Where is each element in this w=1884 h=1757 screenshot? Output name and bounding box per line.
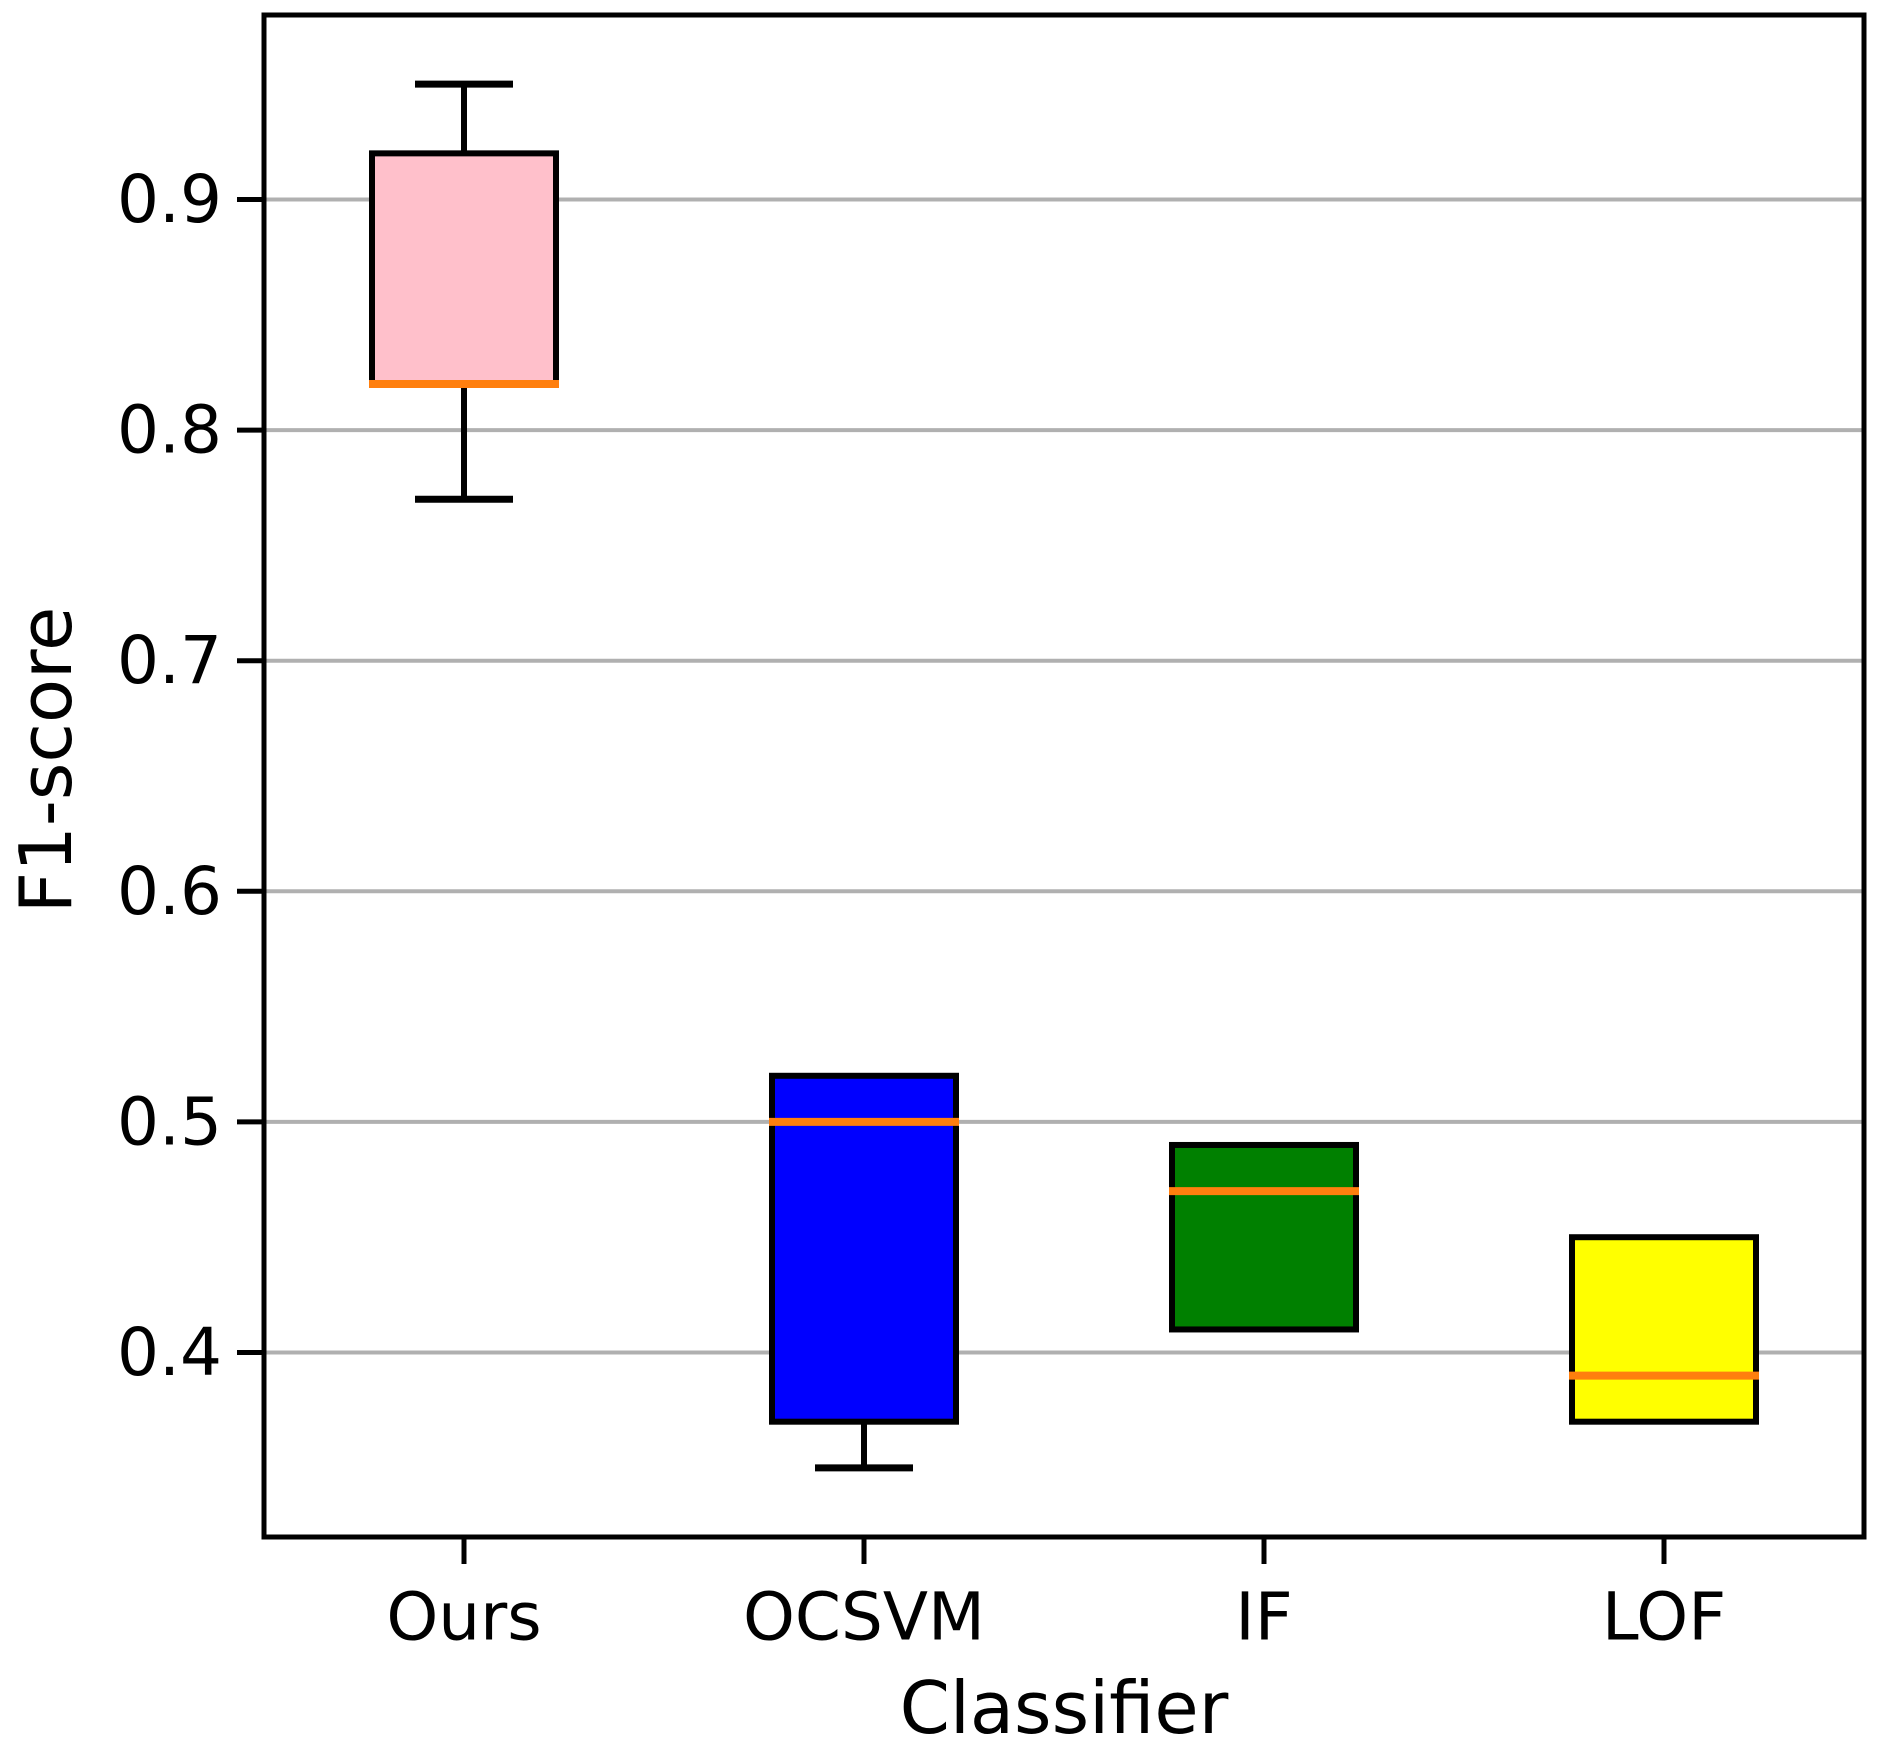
x-tick-label-if: IF [1235, 1579, 1292, 1656]
y-axis-label: F1-score [4, 606, 88, 914]
y-tick-label-0.9: 0.9 [117, 161, 222, 238]
x-tick-label-lof: LOF [1602, 1579, 1726, 1656]
plot-border [261, 12, 1867, 1540]
y-tick-label-0.6: 0.6 [117, 853, 222, 930]
x-axis-label: Classifier [899, 1666, 1229, 1750]
x-tick-label-ours: Ours [386, 1579, 541, 1656]
box-lof [1569, 1234, 1759, 1425]
box-ocsvm [769, 1072, 959, 1425]
y-tick-label-0.4: 0.4 [117, 1314, 222, 1391]
box-ours [369, 150, 559, 387]
y-tick-label-0.5: 0.5 [117, 1083, 222, 1160]
y-tick-label-0.8: 0.8 [117, 392, 222, 469]
box-if [1169, 1141, 1359, 1333]
x-tick-label-ocsvm: OCSVM [743, 1579, 985, 1656]
y-tick-label-0.7: 0.7 [117, 622, 222, 699]
